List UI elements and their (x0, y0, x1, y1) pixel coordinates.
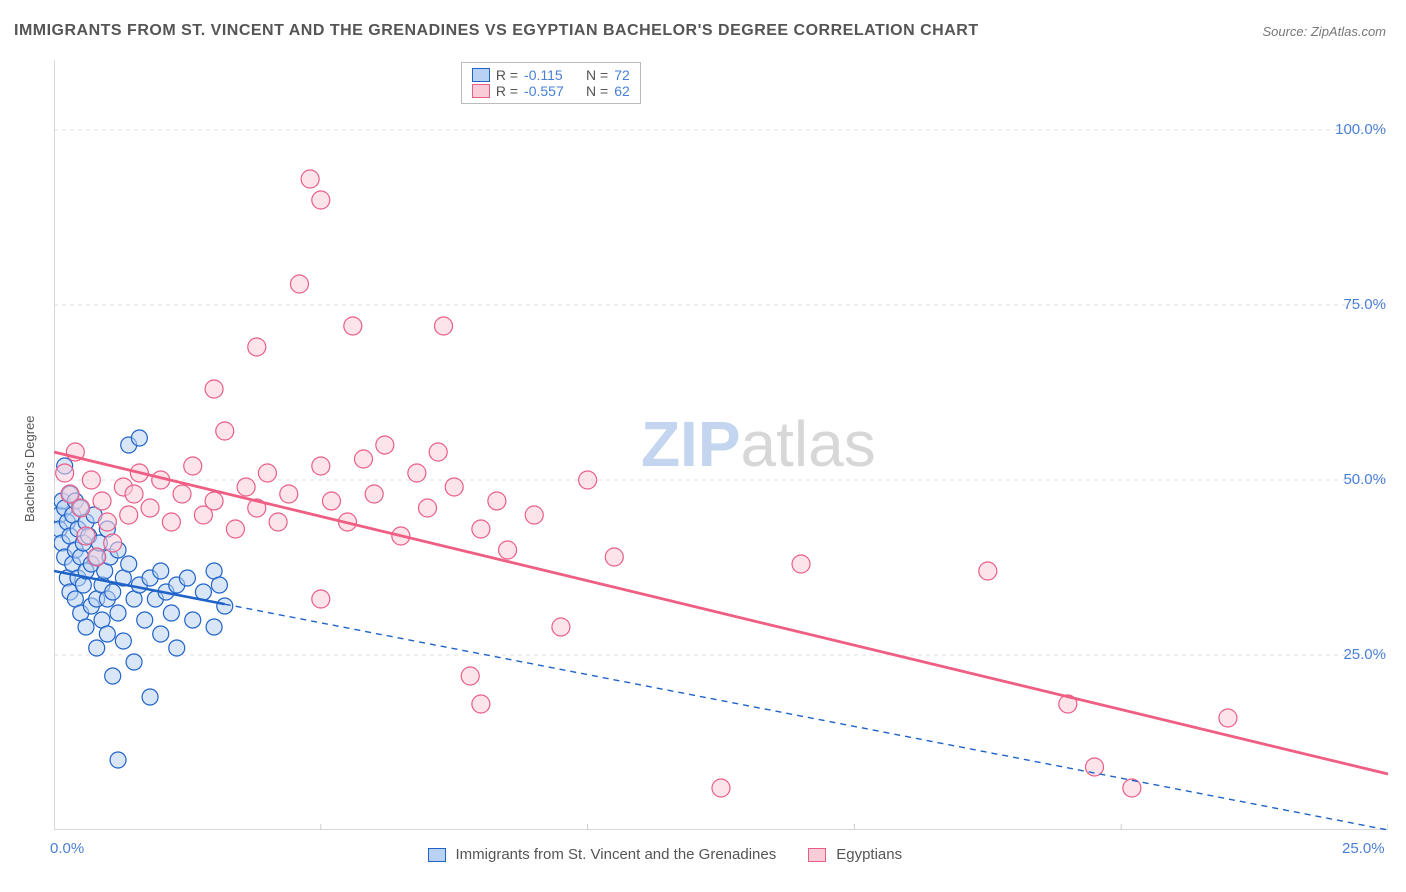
y-axis-label: Bachelor's Degree (22, 415, 37, 522)
scatter-plot (54, 60, 1388, 830)
legend-swatch (472, 68, 490, 82)
y-tick-label: 75.0% (1328, 296, 1386, 313)
legend-row: R = -0.115 N = 72 (472, 67, 630, 83)
x-tick-label: 25.0% (1342, 840, 1385, 857)
correlation-legend: R = -0.115 N = 72R = -0.557 N = 62 (461, 62, 641, 104)
y-tick-label: 50.0% (1328, 471, 1386, 488)
chart-container: IMMIGRANTS FROM ST. VINCENT AND THE GREN… (0, 0, 1406, 892)
legend-row: R = -0.557 N = 62 (472, 83, 630, 99)
series-legend: Immigrants from St. Vincent and the Gren… (428, 846, 925, 863)
y-tick-label: 100.0% (1328, 121, 1386, 138)
legend-swatch (808, 848, 826, 862)
y-tick-label: 25.0% (1328, 646, 1386, 663)
source-label: Source: ZipAtlas.com (1262, 24, 1386, 39)
legend-label: Egyptians (836, 846, 902, 863)
x-tick-label: 0.0% (50, 840, 84, 857)
legend-swatch (472, 84, 490, 98)
legend-label: Immigrants from St. Vincent and the Gren… (456, 846, 777, 863)
chart-title: IMMIGRANTS FROM ST. VINCENT AND THE GREN… (14, 22, 979, 40)
legend-swatch (428, 848, 446, 862)
